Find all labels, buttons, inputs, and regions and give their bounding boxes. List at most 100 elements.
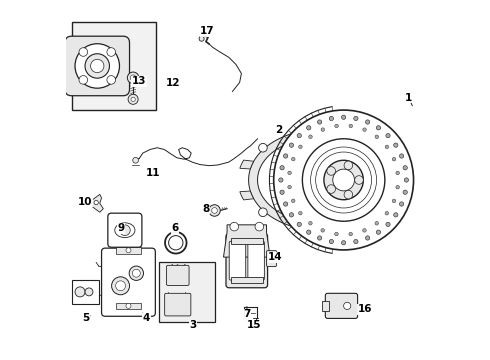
Circle shape <box>280 166 284 170</box>
Circle shape <box>386 222 390 226</box>
Circle shape <box>354 239 358 244</box>
Circle shape <box>342 115 346 120</box>
Circle shape <box>316 152 371 208</box>
Circle shape <box>274 110 414 250</box>
Circle shape <box>85 288 93 296</box>
Circle shape <box>335 124 338 128</box>
Bar <box>231 238 263 244</box>
Circle shape <box>375 135 379 139</box>
Circle shape <box>385 211 389 215</box>
Bar <box>159 262 215 321</box>
Circle shape <box>363 229 366 232</box>
Text: 13: 13 <box>132 76 147 86</box>
Circle shape <box>324 160 364 200</box>
Circle shape <box>298 145 302 149</box>
Circle shape <box>212 208 218 213</box>
Circle shape <box>403 190 407 194</box>
Circle shape <box>284 202 288 206</box>
Circle shape <box>385 145 389 149</box>
Circle shape <box>292 157 295 161</box>
Polygon shape <box>240 160 254 169</box>
Bar <box>116 247 141 253</box>
Text: 15: 15 <box>247 320 261 330</box>
FancyBboxPatch shape <box>226 234 268 288</box>
Circle shape <box>327 185 336 193</box>
Text: 16: 16 <box>358 304 372 314</box>
Text: 9: 9 <box>118 224 125 233</box>
Bar <box>231 277 263 283</box>
Ellipse shape <box>115 223 135 238</box>
Circle shape <box>165 232 187 253</box>
Circle shape <box>376 126 381 130</box>
FancyBboxPatch shape <box>267 251 276 266</box>
Circle shape <box>327 167 336 175</box>
Circle shape <box>321 128 324 131</box>
Circle shape <box>344 190 353 199</box>
Circle shape <box>343 302 351 310</box>
Text: 3: 3 <box>189 320 196 330</box>
Circle shape <box>298 211 302 215</box>
Circle shape <box>333 169 354 191</box>
FancyBboxPatch shape <box>108 213 142 247</box>
Circle shape <box>230 222 239 231</box>
Circle shape <box>131 97 135 102</box>
Circle shape <box>309 221 312 225</box>
Circle shape <box>393 143 398 147</box>
Circle shape <box>342 240 346 245</box>
Circle shape <box>255 222 264 231</box>
Circle shape <box>329 116 334 121</box>
Circle shape <box>321 229 324 232</box>
Text: 4: 4 <box>143 313 150 323</box>
Circle shape <box>126 248 131 253</box>
FancyBboxPatch shape <box>248 241 265 280</box>
Circle shape <box>130 75 136 81</box>
Bar <box>72 22 156 110</box>
Circle shape <box>127 72 139 84</box>
Text: 8: 8 <box>202 204 209 214</box>
FancyBboxPatch shape <box>167 265 189 285</box>
Polygon shape <box>223 225 270 257</box>
Circle shape <box>318 120 322 124</box>
Circle shape <box>132 269 140 277</box>
Polygon shape <box>72 44 123 88</box>
Circle shape <box>393 213 398 217</box>
Circle shape <box>349 124 353 128</box>
Circle shape <box>288 171 292 175</box>
Circle shape <box>292 199 295 203</box>
Circle shape <box>107 76 116 84</box>
Circle shape <box>297 222 301 226</box>
Circle shape <box>169 235 183 250</box>
Text: 6: 6 <box>172 224 179 233</box>
Polygon shape <box>240 191 254 200</box>
Circle shape <box>79 48 88 56</box>
Text: 14: 14 <box>268 252 283 262</box>
Circle shape <box>289 143 294 147</box>
FancyBboxPatch shape <box>165 293 191 316</box>
Circle shape <box>404 178 409 182</box>
Circle shape <box>199 36 204 41</box>
Circle shape <box>375 221 379 225</box>
Circle shape <box>311 147 377 213</box>
Circle shape <box>396 185 399 189</box>
Circle shape <box>354 116 358 121</box>
Circle shape <box>259 143 267 152</box>
Circle shape <box>120 225 130 235</box>
FancyBboxPatch shape <box>229 241 245 280</box>
Circle shape <box>366 120 370 124</box>
Circle shape <box>133 157 139 163</box>
Circle shape <box>289 213 294 217</box>
Circle shape <box>279 178 283 182</box>
Circle shape <box>79 76 88 84</box>
Circle shape <box>376 230 381 234</box>
FancyBboxPatch shape <box>65 36 129 96</box>
FancyBboxPatch shape <box>325 293 358 319</box>
Circle shape <box>307 126 311 130</box>
Circle shape <box>329 239 334 244</box>
Circle shape <box>85 54 109 78</box>
Bar <box>72 280 99 304</box>
Text: 2: 2 <box>275 125 283 135</box>
Circle shape <box>112 277 129 295</box>
Circle shape <box>209 205 221 216</box>
Circle shape <box>307 230 311 234</box>
Circle shape <box>128 94 138 104</box>
